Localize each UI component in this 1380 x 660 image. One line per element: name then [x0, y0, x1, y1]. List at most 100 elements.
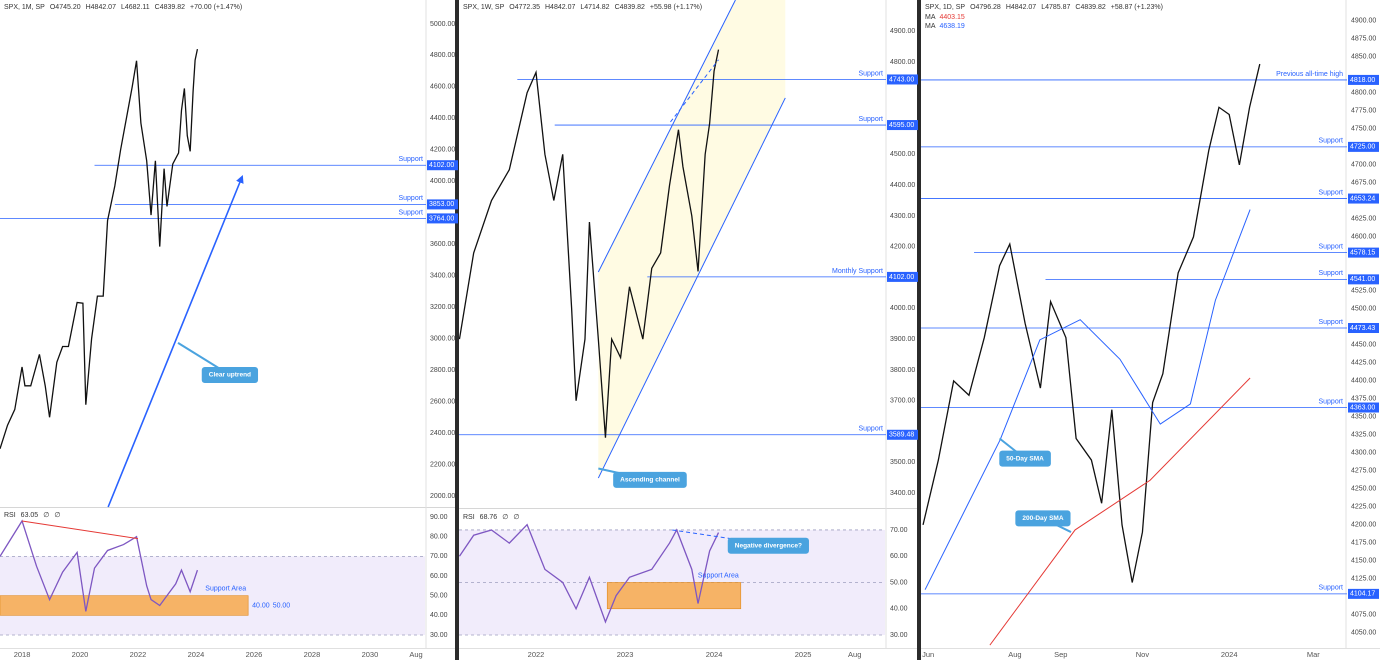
header-item: 68.76 [480, 514, 498, 521]
drawing-line [597, 97, 786, 479]
callout-text: Clear uptrend [209, 372, 251, 379]
header-item: O4745.20 [50, 4, 81, 11]
x-tick-label: 2024 [706, 650, 723, 659]
level-name: Support [1318, 189, 1343, 196]
plot-area [459, 0, 886, 479]
level-price-label: 4595.00 [889, 122, 914, 129]
y-tick-label: 4375.00 [1351, 396, 1376, 403]
legend-value: 4403.15 [940, 14, 965, 21]
level-price-box [427, 213, 458, 224]
x-tick-label: Sep [1054, 650, 1067, 659]
level-price-box [1348, 141, 1379, 152]
x-tick-label: 2028 [304, 650, 321, 659]
y-tick-label: 4125.00 [1351, 576, 1376, 583]
level-price-label: 3589.48 [889, 432, 914, 439]
header-item: SPX, 1D, SP [925, 4, 965, 11]
y-tick-label: 50.00 [890, 579, 908, 586]
header-item: SPX, 1W, SP [463, 4, 505, 11]
y-tick-label: 4775.00 [1351, 108, 1376, 115]
header: SPX, 1D, SP O4796.28 H4842.07 L4785.87 C4839… [925, 4, 1163, 11]
header-item: ∅ [43, 512, 49, 519]
x-tick-label: Nov [1136, 650, 1150, 659]
y-tick-label: 70.00 [430, 553, 448, 560]
header-item: C4839.82 [155, 4, 185, 11]
level-price-label: 4578.15 [1350, 249, 1375, 256]
y-tick-label: 4250.00 [1351, 486, 1376, 493]
x-tick-label: 2023 [617, 650, 634, 659]
header-item: SPX, 1M, SP [4, 4, 45, 11]
x-tick-label: Mar [1307, 650, 1320, 659]
x-tick-label: Aug [848, 650, 861, 659]
level-name: Support [1318, 398, 1343, 405]
y-tick-label: 4500.00 [1351, 306, 1376, 313]
header-item: O4772.35 [509, 4, 540, 11]
drawing-line [597, 0, 736, 273]
x-tick-label: 2020 [72, 650, 89, 659]
y-tick-label: 4500.00 [890, 151, 915, 158]
y-tick-label: 2800.00 [430, 367, 455, 374]
header-item: ∅ [502, 514, 508, 521]
callout-box [727, 537, 809, 554]
y-tick-label: 4150.00 [1351, 558, 1376, 565]
y-tick-label: 80.00 [430, 534, 448, 541]
legend-name: MA [925, 23, 936, 30]
x-tick-label: Aug [409, 650, 422, 659]
y-tick-label: 4700.00 [1351, 162, 1376, 169]
header-item: +55.98 (+1.17%) [650, 4, 702, 11]
header-item: L4714.82 [580, 4, 609, 11]
level-price-label: 4363.00 [1350, 404, 1375, 411]
drawing-line [670, 59, 719, 123]
y-tick-label: 60.00 [430, 573, 448, 580]
y-tick-label: 4900.00 [890, 28, 915, 35]
level-price-label: 4473.43 [1350, 325, 1375, 332]
x-tick-label: Aug [1008, 650, 1021, 659]
y-tick-label: 2000.00 [430, 493, 455, 500]
level-price-label: 4725.00 [1350, 144, 1375, 151]
y-tick-label: 4350.00 [1351, 414, 1376, 421]
y-tick-label: 4800.00 [890, 59, 915, 66]
level-name: Support [1318, 243, 1343, 250]
callout-text: 50-Day SMA [1006, 455, 1044, 462]
channel-fill [598, 0, 786, 479]
y-tick-label: 3900.00 [890, 336, 915, 343]
band-range: 40.00 50.00 [252, 602, 290, 609]
x-tick-label: 2026 [246, 650, 263, 659]
plot-area [921, 63, 1347, 646]
y-tick-label: 30.00 [430, 632, 448, 639]
level-price-box [427, 160, 458, 171]
header-item: O4796.28 [970, 4, 1001, 11]
band-range-value: 40.00 [252, 602, 270, 609]
x-tick-label: 2018 [14, 650, 31, 659]
drawing-line [672, 529, 740, 541]
level-price-box [1348, 274, 1379, 285]
y-tick-label: 4225.00 [1351, 504, 1376, 511]
level-name: Support [1318, 585, 1343, 592]
y-tick-label: 40.00 [890, 606, 908, 613]
level-price-box [1348, 402, 1379, 413]
level-name: Support [1318, 319, 1343, 326]
y-tick-label: 30.00 [890, 632, 908, 639]
y-tick-label: 4300.00 [1351, 450, 1376, 457]
level-name: Support [858, 116, 883, 123]
header-item: RSI [4, 512, 16, 519]
level-name: Previous all-time high [1276, 71, 1343, 78]
level-name: Monthly Support [832, 268, 883, 275]
header-item: L4785.87 [1041, 4, 1070, 11]
drawing-line [21, 520, 139, 540]
y-tick-label: 4625.00 [1351, 216, 1376, 223]
header: SPX, 1W, SP O4772.35 H4842.07 L4714.82 C4839… [463, 4, 702, 11]
y-tick-label: 4600.00 [1351, 234, 1376, 241]
support-area [0, 595, 249, 616]
panel-separator [455, 0, 459, 660]
header-item: RSI [463, 514, 475, 521]
y-tick-label: 60.00 [890, 553, 908, 560]
y-tick-label: 4425.00 [1351, 360, 1376, 367]
price-line [989, 377, 1251, 646]
plot-area [459, 523, 885, 636]
header: RSI 63.05 ∅ ∅ [4, 512, 60, 519]
y-tick-label: 4400.00 [890, 182, 915, 189]
y-tick-label: 4275.00 [1351, 468, 1376, 475]
header-item: H4842.07 [545, 4, 575, 11]
level-price-label: 4102.00 [889, 274, 914, 281]
